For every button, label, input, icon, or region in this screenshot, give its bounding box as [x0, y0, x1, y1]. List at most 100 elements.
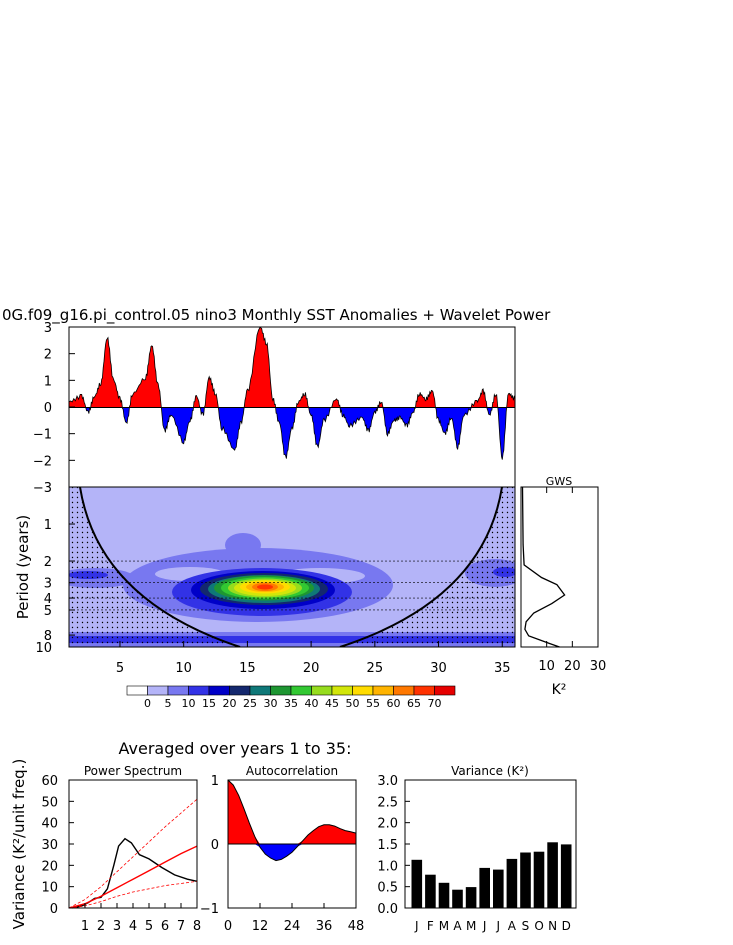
ps-x-tick-label: 1 [81, 919, 89, 934]
colorbar-swatch [434, 685, 456, 696]
autocorrelation-positive-area [228, 780, 356, 844]
var-tick-label: 1.5 [377, 838, 398, 853]
ts-tick-label: −3 [33, 481, 52, 496]
autocorrelation-title: Autocorrelation [246, 764, 338, 778]
colorbar: 0 5 10 15 20 25 30 35 40 45 50 55 60 65 70 [126, 685, 456, 710]
var-tick-label: 0.5 [377, 881, 398, 896]
wv-tick-label: 10 [35, 641, 52, 656]
power-spectrum-lines [68, 798, 198, 909]
wavelet-y-ticks: 1 2 345 810 [35, 518, 75, 656]
coi-curve-right [339, 487, 503, 647]
variance-title: Variance (K²) [451, 764, 529, 778]
variance-bar [452, 889, 463, 908]
wv-tick-label: 5 [44, 604, 52, 619]
gws-frame [520, 486, 599, 648]
ps-x-tick-label: 4 [129, 919, 137, 934]
variance-bar [560, 844, 572, 908]
ac-x-tick-label: 24 [284, 919, 301, 934]
var-tick-label: 3.0 [377, 774, 398, 789]
gws-panel: GWS 10 20 30 K² [520, 475, 606, 698]
spectrum-series-upper [68, 798, 198, 909]
colorbar-swatch [147, 685, 169, 696]
timeseries-panel: 3 2 1 0 −1 −2 −3 [33, 321, 516, 496]
ac-tick-label: 0 [211, 838, 219, 853]
variance-x-label: F [427, 919, 434, 933]
ts-tick-label: −2 [33, 454, 52, 469]
colorbar-swatch [372, 685, 394, 696]
colorbar-swatch [229, 685, 251, 696]
colorbar-swatch [208, 685, 230, 696]
anomaly-line [69, 327, 515, 460]
var-tick-label: 1.0 [377, 859, 398, 874]
ps-x-tick-label: 2 [97, 919, 105, 934]
spectrum-series-red-noise [68, 845, 198, 909]
ps-tick-label: 0 [50, 902, 58, 917]
variance-x-label: O [534, 919, 543, 933]
cone-of-influence-left [69, 487, 240, 647]
variance-bar [533, 851, 545, 908]
variance-bar [506, 858, 518, 908]
colorbar-swatch [249, 685, 271, 696]
ps-tick-label: 30 [41, 838, 58, 853]
colorbar-label: 30 [264, 697, 278, 710]
ts-tick-label: −1 [33, 428, 52, 443]
colorbar-label: 50 [346, 697, 360, 710]
autocorrelation-line [227, 779, 357, 862]
contour-70 [257, 584, 273, 590]
variance-x-label: M [466, 919, 476, 933]
averaged-title: Averaged over years 1 to 35: [119, 739, 352, 758]
ps-tick-label: 40 [41, 817, 58, 832]
wv-x-tick-label: 10 [175, 661, 192, 676]
ts-tick-label: 0 [44, 401, 52, 416]
ac-tick-label: −1 [200, 902, 219, 917]
ac-x-tick-label: 48 [348, 919, 365, 934]
ac-tick-label: 1 [211, 774, 219, 789]
wavelet-y-label: Period (years) [14, 515, 32, 620]
gws-x-ticks: 10 20 30 [538, 487, 606, 674]
power-spectrum-y-label: Variance (K²/unit freq.) [10, 759, 28, 930]
gws-title: GWS [546, 475, 572, 488]
colorbar-swatch [126, 685, 148, 696]
variance-x-label: J [414, 919, 419, 933]
colorbar-swatch [393, 685, 415, 696]
wv-tick-label: 4 [44, 592, 52, 607]
colorbar-swatch [290, 685, 312, 696]
variance-bar [438, 882, 450, 908]
variance-x-label: A [453, 919, 462, 933]
colorbar-label: 60 [387, 697, 401, 710]
autocorrelation-x-ticks: 0 12 24 36 48 [224, 903, 364, 934]
gws-x-tick-label: 10 [538, 659, 555, 674]
gws-line [521, 486, 566, 648]
colorbar-swatch [352, 685, 374, 696]
colorbar-swatch [413, 685, 435, 696]
variance-bar [520, 852, 531, 908]
wavelet-x-ticks: 5 10 15 20 25 30 35 [116, 641, 511, 676]
spectrum-series-lower [68, 880, 198, 909]
wv-tick-label: 1 [44, 518, 52, 533]
variance-x-label: D [562, 919, 571, 933]
anomaly-positive-area [69, 327, 515, 408]
variance-x-label: S [522, 919, 530, 933]
wv-tick-label: 3 [44, 577, 52, 592]
ts-tick-label: 2 [44, 348, 52, 363]
colorbar-swatch [270, 685, 292, 696]
wv-x-tick-label: 20 [303, 661, 320, 676]
ps-x-tick-label: 8 [193, 919, 201, 934]
var-tick-label: 2.5 [377, 795, 398, 810]
gws-x-label: K² [552, 682, 567, 698]
autocorrelation-y-ticks: 1 0 −1 [200, 774, 233, 917]
variance-y-ticks: 3.0 2.5 2.0 1.5 1.0 0.5 0.0 [377, 774, 410, 917]
cone-of-influence-right [340, 487, 515, 647]
colorbar-label: 45 [325, 697, 339, 710]
var-tick-label: 0.0 [377, 902, 398, 917]
variance-x-label: M [439, 919, 449, 933]
variance-bar [465, 887, 477, 908]
variance-bar [479, 867, 490, 908]
timeseries-y-ticks: 3 2 1 0 −1 −2 −3 [33, 321, 75, 496]
wv-x-tick-label: 15 [239, 661, 256, 676]
ps-tick-label: 50 [41, 795, 58, 810]
